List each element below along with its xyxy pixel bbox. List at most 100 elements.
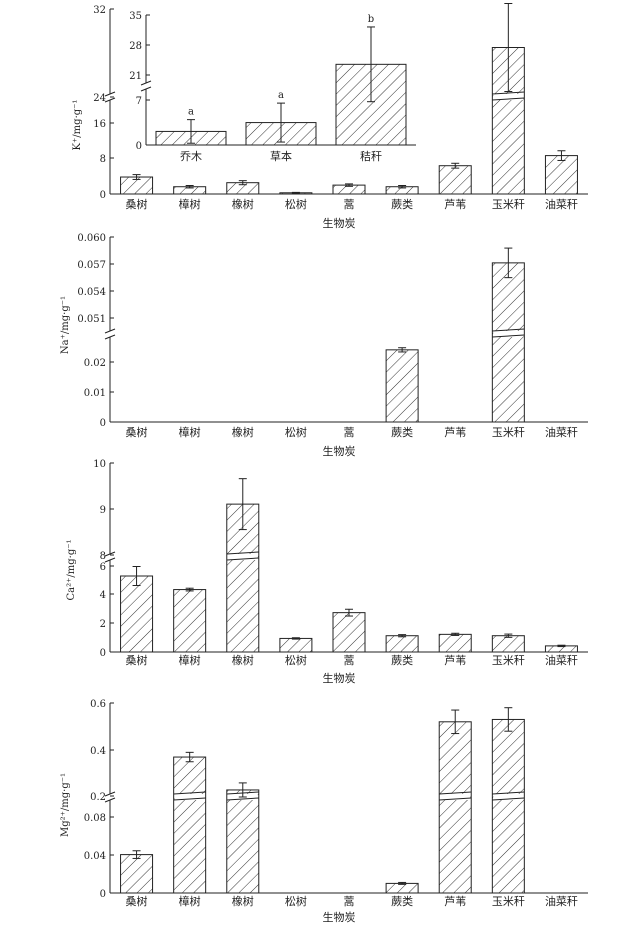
panel-ca-y-tick-label: 8: [100, 551, 106, 562]
panel-k-axis-break-stroke-b: [104, 97, 116, 103]
panel-mg-category-label: 橡树: [232, 894, 254, 908]
panel-mg-bar-break-line-b: [492, 797, 525, 801]
panel-na-category-label: 松树: [285, 425, 307, 439]
panel-ca-bar: [226, 503, 260, 653]
panel-k-y-tick-label: 16: [93, 119, 106, 130]
panel-ca-bar: [438, 633, 472, 653]
panel-k-x-axis-title: 生物炭: [323, 216, 356, 230]
panel-ca-category-label: 油菜秆: [545, 653, 578, 667]
panel-na-y-tick-label: 0.057: [77, 260, 106, 271]
panel-mg-category-label: 樟树: [179, 894, 201, 908]
panel-ca-axis-break-stroke-a: [104, 551, 116, 557]
inset-significance-letter: a: [278, 90, 284, 101]
panel-ca-y-tick-label: 0: [100, 648, 106, 659]
panel-mg-bar: [438, 721, 472, 894]
panel-na-category-label: 樟树: [179, 425, 201, 439]
inset-category-label: 乔木: [180, 150, 202, 163]
panel-ca-category-label: 蒿: [344, 654, 355, 667]
panel-k-y-axis-title: K⁺/mg·g⁻¹: [72, 100, 83, 151]
panel-k-bar-break-line-b: [492, 97, 525, 101]
inset-significance-letter: a: [188, 107, 194, 118]
panel-na-y-tick-label: 0.051: [77, 314, 106, 325]
panel-ca-x-axis-title: 生物炭: [323, 671, 356, 685]
panel-na-y-tick-label: 0.01: [84, 388, 106, 399]
inset-y-tick-label: 7: [136, 96, 142, 107]
panel-mg-y-tick-label: 0.6: [90, 699, 106, 710]
panel-mg-axis-break-gap: [105, 794, 115, 800]
panel-mg-y-tick-label: 0.04: [84, 851, 106, 862]
panel-k-category-label: 樟树: [179, 197, 201, 211]
panel-ca-category-label: 蕨类: [391, 653, 413, 667]
panel-mg-y-axis-title: Mg²⁺/mg·g⁻¹: [60, 773, 71, 837]
panel-na-axis-break-stroke-a: [104, 328, 116, 334]
panel-k-y-tick-label: 8: [100, 154, 106, 165]
panel-na-y-tick-label: 0.060: [77, 233, 106, 244]
panel-na-category-label: 芦苇: [444, 425, 466, 439]
panel-ca-bar: [385, 635, 419, 653]
panel-k-bar: [438, 165, 472, 195]
panel-k-bar: [544, 155, 578, 195]
panel-k-category-label: 橡树: [232, 197, 254, 211]
panel-k-category-label: 蒿: [344, 198, 355, 211]
panel-mg-axis-break-stroke-b: [104, 797, 116, 803]
inset-significance-letter: b: [368, 14, 374, 25]
panel-na-bar: [491, 262, 525, 423]
panel-na-axis-break-gap: [105, 331, 115, 337]
panel-ca-category-label: 玉米秆: [492, 654, 525, 667]
panel-mg-x-axis-title: 生物炭: [323, 910, 356, 924]
panel-k-category-label: 油菜秆: [545, 197, 578, 211]
panel-ca-category-label: 芦苇: [444, 653, 466, 667]
panel-na-category-label: 蒿: [344, 426, 355, 439]
panel-na-y-tick-label: 0.02: [84, 358, 106, 369]
panel-ca-y-tick-label: 9: [100, 505, 106, 516]
panel-na-bar-break-line-a: [492, 328, 525, 332]
panel-k-bar-break: [493, 94, 524, 100]
inset-category-label: 秸秆: [360, 150, 382, 163]
panel-mg-bar: [491, 718, 525, 894]
panel-k-category-label: 松树: [285, 197, 307, 211]
panel-na-category-label: 橡树: [232, 425, 254, 439]
panel-ca-category-label: 桑树: [126, 653, 148, 667]
panel-na-y-axis-title: Na⁺/mg·g⁻¹: [60, 296, 71, 354]
panel-mg-bar-break-line-a: [173, 791, 206, 795]
panel-ca-bar: [120, 575, 154, 653]
panel-mg-bar-break: [174, 794, 205, 800]
panel-mg-bar-break-line-b: [226, 797, 259, 801]
panel-ca-bar: [279, 637, 313, 653]
inset-y-tick-label: 21: [129, 71, 142, 82]
panel-mg-category-label: 蕨类: [391, 894, 413, 908]
panel-ca-bar: [491, 635, 525, 653]
panel-mg-bar-break-line-b: [173, 797, 206, 801]
panel-ca-bar: [173, 589, 207, 653]
panel-k-y-tick-label: 24: [93, 93, 106, 104]
panel-ca-category-label: 樟树: [179, 653, 201, 667]
panel-ca-axis-break-gap: [105, 554, 115, 560]
panel-k-category-label: 桑树: [126, 197, 148, 211]
inset-y-tick-label: 28: [129, 41, 142, 52]
panel-na-y-tick-label: 0.054: [77, 287, 106, 298]
panel-k-y-tick-label: 32: [93, 5, 106, 16]
panel-ca-bar-break: [227, 554, 258, 560]
inset-axis-break-stroke-b: [140, 86, 152, 92]
panel-mg-bar: [226, 789, 260, 894]
panel-mg-y-tick-label: 0: [100, 889, 106, 900]
panel-mg-category-label: 松树: [285, 894, 307, 908]
panel-mg-y-tick-label: 0.08: [84, 813, 106, 824]
panel-mg-category-label: 玉米秆: [492, 895, 525, 908]
panel-mg-bar: [173, 756, 207, 894]
panel-ca-y-tick-label: 6: [100, 562, 106, 573]
panel-mg-bar-break: [440, 794, 471, 800]
panel-ca-y-tick-label: 2: [100, 619, 106, 630]
panel-na-y-tick-label: 0: [100, 418, 106, 429]
inset-axis-break-gap: [141, 83, 151, 89]
panel-mg-bar: [120, 854, 154, 894]
panel-mg-bar-break: [493, 794, 524, 800]
panel-na-category-label: 油菜秆: [545, 425, 578, 439]
panel-mg-bar-break-line-b: [439, 797, 472, 801]
panel-na-bar: [385, 349, 419, 423]
panel-k-category-label: 芦苇: [444, 197, 466, 211]
panel-mg-axis-break-stroke-a: [104, 791, 116, 797]
panel-na-axis-break-stroke-b: [104, 334, 116, 340]
panel-mg-category-label: 桑树: [126, 894, 148, 908]
inset-y-tick-label: 35: [129, 11, 142, 22]
